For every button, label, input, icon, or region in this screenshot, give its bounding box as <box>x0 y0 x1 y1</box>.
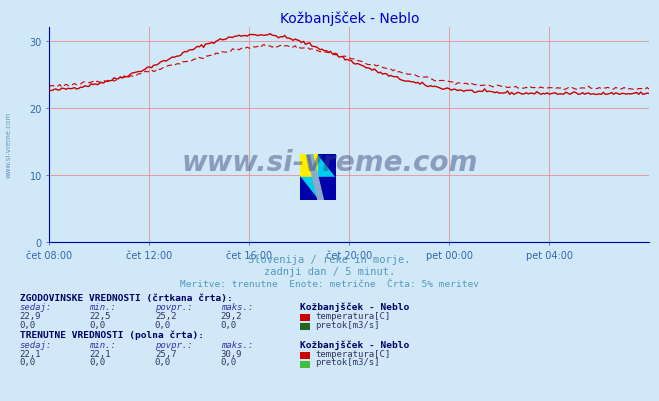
Text: zadnji dan / 5 minut.: zadnji dan / 5 minut. <box>264 267 395 277</box>
Text: povpr.:: povpr.: <box>155 303 192 312</box>
Bar <box>318 154 336 177</box>
Text: min.:: min.: <box>89 303 116 312</box>
Bar <box>300 177 318 200</box>
Text: 0,0: 0,0 <box>89 320 105 329</box>
Text: temperatura[C]: temperatura[C] <box>315 349 390 358</box>
Text: 29,2: 29,2 <box>221 311 243 320</box>
Bar <box>318 177 336 200</box>
Text: Slovenija / reke in morje.: Slovenija / reke in morje. <box>248 255 411 265</box>
Polygon shape <box>300 177 318 200</box>
Text: 30,9: 30,9 <box>221 349 243 358</box>
Text: maks.:: maks.: <box>221 340 253 349</box>
Text: 22,5: 22,5 <box>89 311 111 320</box>
Text: sedaj:: sedaj: <box>20 340 52 349</box>
Text: Kožbanjšček - Neblo: Kožbanjšček - Neblo <box>300 340 409 349</box>
Text: maks.:: maks.: <box>221 303 253 312</box>
Text: 25,7: 25,7 <box>155 349 177 358</box>
Text: 0,0: 0,0 <box>155 358 171 367</box>
Text: Meritve: trenutne  Enote: metrične  Črta: 5% meritev: Meritve: trenutne Enote: metrične Črta: … <box>180 280 479 289</box>
Bar <box>300 154 318 177</box>
Text: 0,0: 0,0 <box>155 320 171 329</box>
Text: pretok[m3/s]: pretok[m3/s] <box>315 320 380 329</box>
Text: Kožbanjšček - Neblo: Kožbanjšček - Neblo <box>300 302 409 312</box>
Polygon shape <box>318 154 336 177</box>
Text: 0,0: 0,0 <box>20 320 36 329</box>
Text: 22,1: 22,1 <box>20 349 42 358</box>
Text: 25,2: 25,2 <box>155 311 177 320</box>
Text: temperatura[C]: temperatura[C] <box>315 311 390 320</box>
Text: ZGODOVINSKE VREDNOSTI (črtkana črta):: ZGODOVINSKE VREDNOSTI (črtkana črta): <box>20 293 233 302</box>
Text: www.si-vreme.com: www.si-vreme.com <box>5 111 12 177</box>
Text: min.:: min.: <box>89 340 116 349</box>
Text: 0,0: 0,0 <box>221 320 237 329</box>
Text: povpr.:: povpr.: <box>155 340 192 349</box>
Text: www.si-vreme.com: www.si-vreme.com <box>181 148 478 176</box>
Text: 22,9: 22,9 <box>20 311 42 320</box>
Text: TRENUTNE VREDNOSTI (polna črta):: TRENUTNE VREDNOSTI (polna črta): <box>20 330 204 340</box>
Polygon shape <box>307 154 324 200</box>
Title: Kožbanjšček - Neblo: Kožbanjšček - Neblo <box>279 11 419 26</box>
Text: 0,0: 0,0 <box>221 358 237 367</box>
Text: 0,0: 0,0 <box>20 358 36 367</box>
Text: 22,1: 22,1 <box>89 349 111 358</box>
Text: sedaj:: sedaj: <box>20 303 52 312</box>
Text: 0,0: 0,0 <box>89 358 105 367</box>
Text: pretok[m3/s]: pretok[m3/s] <box>315 358 380 367</box>
